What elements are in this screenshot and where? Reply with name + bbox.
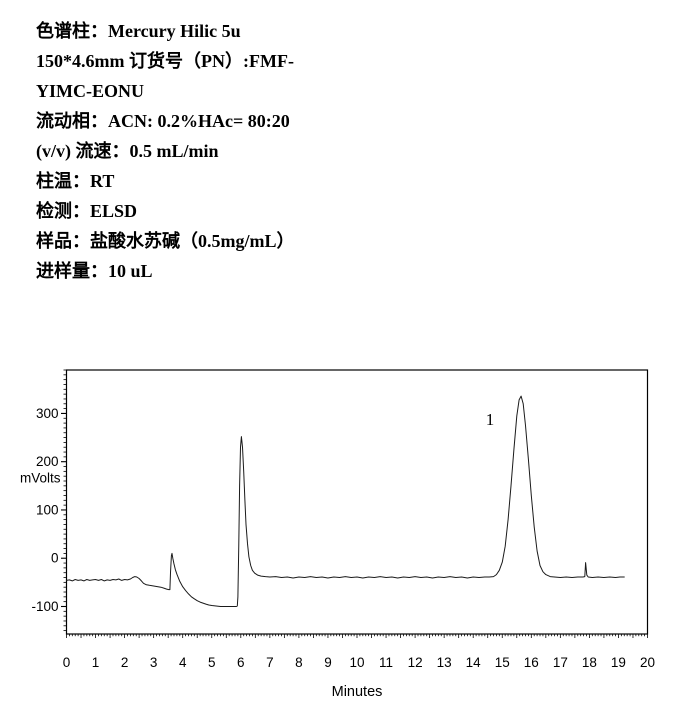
y-tick-label: -100 bbox=[31, 599, 58, 614]
x-tick-label: 18 bbox=[582, 655, 597, 670]
x-axis-title: Minutes bbox=[332, 684, 383, 700]
method-line-column: 色谱柱：Mercury Hilic 5u bbox=[36, 21, 241, 41]
x-tick-label: 10 bbox=[349, 655, 364, 670]
method-line-dimensions: 150*4.6mm 订货号（PN）:FMF- bbox=[36, 51, 294, 71]
y-tick-label: 0 bbox=[51, 551, 59, 566]
x-tick-label: 4 bbox=[179, 655, 187, 670]
y-tick-label: 200 bbox=[36, 454, 59, 469]
x-tick-label: 6 bbox=[237, 655, 245, 670]
method-info-block: 色谱柱：Mercury Hilic 5u 150*4.6mm 订货号（PN）:F… bbox=[36, 16, 295, 286]
method-line-detector: 检测：ELSD bbox=[36, 201, 138, 221]
method-line-column-temp: 柱温：RT bbox=[36, 171, 115, 191]
plot-frame bbox=[65, 369, 649, 635]
method-line-part-number: YIMC-EONU bbox=[36, 81, 144, 101]
x-tick-label: 5 bbox=[208, 655, 216, 670]
chromatogram-trace bbox=[66, 395, 625, 607]
x-tick-label: 8 bbox=[295, 655, 303, 670]
method-line-sample: 样品：盐酸水苏碱（0.5mg/mL） bbox=[36, 231, 295, 251]
y-axis-title: mVolts bbox=[20, 471, 61, 486]
x-tick-label: 12 bbox=[408, 655, 423, 670]
x-tick-label: 0 bbox=[63, 655, 71, 670]
x-tick-label: 14 bbox=[466, 655, 482, 670]
x-tick-label: 1 bbox=[92, 655, 100, 670]
x-tick-label: 17 bbox=[553, 655, 568, 670]
x-tick-label: 7 bbox=[266, 655, 274, 670]
x-tick-label: 15 bbox=[495, 655, 510, 670]
method-line-flow-rate: (v/v) 流速：0.5 mL/min bbox=[36, 141, 219, 161]
x-tick-label: 2 bbox=[121, 655, 129, 670]
x-tick-label: 11 bbox=[379, 655, 393, 670]
x-tick-label: 19 bbox=[611, 655, 626, 670]
method-line-mobile-phase: 流动相：ACN: 0.2%HAc= 80:20 bbox=[36, 111, 290, 131]
method-line-injection-volume: 进样量：10 uL bbox=[36, 261, 153, 281]
x-tick-label: 20 bbox=[640, 655, 655, 670]
y-tick-label: 300 bbox=[36, 406, 59, 421]
y-tick-label: 100 bbox=[36, 502, 59, 517]
chromatogram-plot: -100 0 100 200 300 mVolts 0 1 2 3 4 5 6 7 8 9 10 11 12 13 14… bbox=[0, 360, 695, 716]
peak-label: 1 bbox=[486, 410, 495, 429]
x-tick-label: 13 bbox=[437, 655, 452, 670]
x-tick-label: 9 bbox=[324, 655, 332, 670]
x-tick-label: 16 bbox=[524, 655, 539, 670]
x-tick-label: 3 bbox=[150, 655, 158, 670]
